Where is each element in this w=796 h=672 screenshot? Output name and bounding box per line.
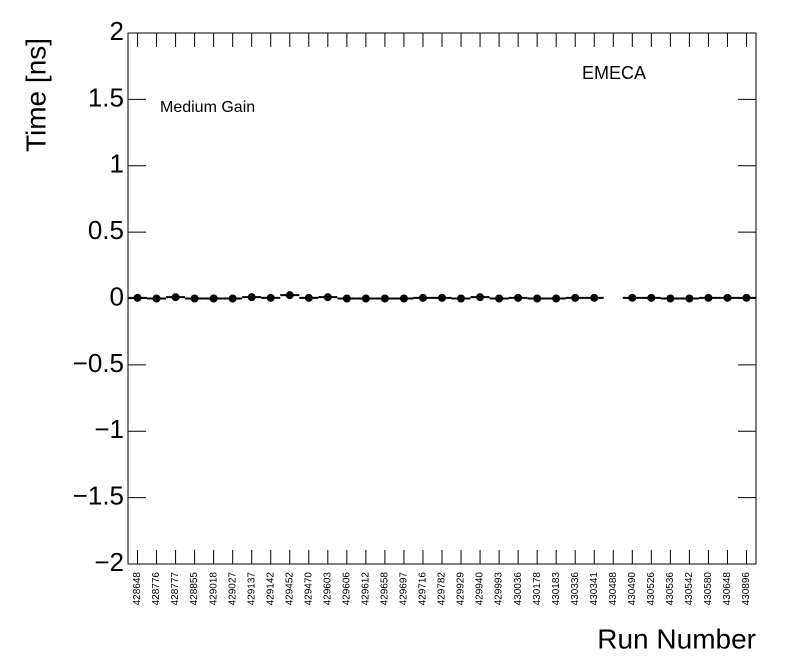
- x-tick-label: 429470: [303, 572, 314, 606]
- point: [647, 293, 656, 302]
- x-tick-label: 429612: [361, 572, 372, 606]
- x-tick-label: 429606: [341, 572, 352, 606]
- point: [361, 294, 370, 303]
- point: [266, 293, 275, 302]
- annotation: EMECA: [582, 63, 646, 83]
- x-tick-label: 429027: [227, 572, 238, 606]
- point: [342, 294, 351, 303]
- x-tick-label: 429782: [437, 572, 448, 606]
- point: [495, 294, 504, 303]
- x-tick-label: 430536: [665, 572, 676, 606]
- point: [418, 293, 427, 302]
- x-tick-label: 430542: [684, 572, 695, 606]
- point: [438, 293, 446, 302]
- point: [685, 294, 694, 303]
- point: [704, 293, 713, 302]
- point: [399, 294, 408, 303]
- y-tick-label: 1.5: [88, 82, 124, 112]
- point: [457, 294, 466, 303]
- annotation: Medium Gain: [160, 99, 255, 116]
- point: [171, 293, 180, 302]
- x-tick-label: 430526: [646, 572, 657, 606]
- x-tick-label: 430336: [570, 572, 581, 606]
- x-tick-label: 430488: [608, 572, 619, 606]
- y-tick-label: 0.5: [88, 215, 124, 245]
- x-tick-label: 429940: [475, 572, 486, 606]
- x-tick-label: 429137: [246, 572, 257, 606]
- x-tick-label: 429603: [322, 572, 333, 606]
- x-tick-label: 428777: [170, 572, 181, 606]
- x-tick-label: 429452: [284, 572, 295, 606]
- x-tick-label: 429697: [399, 572, 410, 606]
- point: [723, 293, 732, 302]
- point: [552, 294, 561, 303]
- y-tick-label: −2: [94, 547, 124, 577]
- point: [476, 293, 485, 302]
- point: [152, 294, 161, 303]
- x-tick-label: 430490: [627, 572, 638, 606]
- x-tick-label: 429716: [418, 572, 429, 606]
- point: [304, 293, 313, 302]
- x-tick-label: 428855: [189, 572, 200, 606]
- x-tick-label: 429142: [265, 572, 276, 606]
- point: [571, 293, 580, 302]
- point: [247, 293, 256, 302]
- point: [209, 294, 218, 303]
- y-tick-label: −0.5: [73, 348, 124, 378]
- x-tick-label: 430036: [513, 572, 524, 606]
- point: [628, 293, 637, 302]
- x-tick-label: 430896: [741, 572, 752, 606]
- x-tick-label: 430648: [722, 572, 733, 606]
- x-axis-label: Run Number: [597, 623, 756, 654]
- x-tick-label: 428776: [151, 572, 162, 606]
- y-tick-label: 1: [110, 149, 124, 179]
- point: [285, 291, 294, 300]
- x-tick-label: 429929: [456, 572, 467, 606]
- x-tick-label: 429993: [494, 572, 505, 606]
- point: [380, 294, 389, 303]
- x-tick-label: 428648: [132, 572, 143, 606]
- y-tick-label: −1: [94, 414, 124, 444]
- x-tick-label: 430341: [589, 572, 600, 606]
- y-tick-label: 2: [110, 16, 124, 46]
- y-tick-label: −1.5: [73, 481, 124, 511]
- point: [590, 293, 599, 302]
- point: [514, 293, 523, 302]
- x-tick-label: 429018: [208, 572, 219, 606]
- point: [666, 294, 675, 303]
- x-tick-label: 429658: [380, 572, 391, 606]
- point: [228, 294, 237, 303]
- x-tick-label: 430178: [532, 572, 543, 606]
- point: [190, 294, 199, 303]
- point: [742, 293, 751, 302]
- point: [323, 293, 332, 302]
- x-tick-label: 430580: [703, 572, 714, 606]
- point: [133, 293, 142, 302]
- y-axis-label: Time [ns]: [20, 38, 51, 152]
- point: [533, 294, 542, 303]
- y-tick-label: 0: [110, 281, 124, 311]
- x-tick-label: 430183: [551, 572, 562, 606]
